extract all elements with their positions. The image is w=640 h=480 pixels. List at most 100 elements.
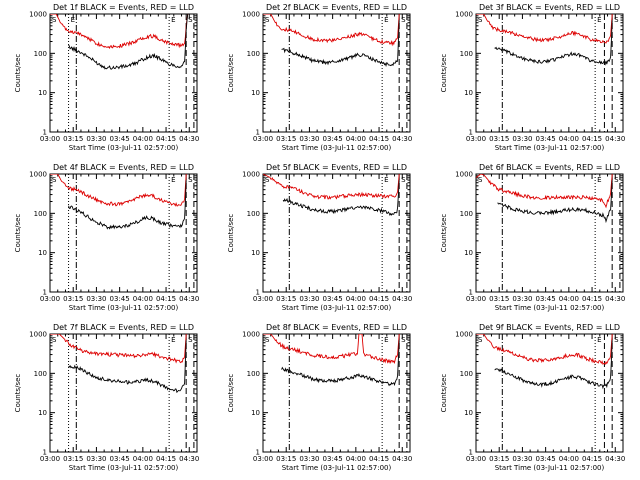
marker-label: E: [71, 16, 75, 24]
series-events-line: [68, 340, 187, 394]
x-tick-label: 03:15: [63, 135, 83, 143]
x-tick-label: 04:15: [369, 455, 389, 463]
panel-5: Det 5f BLACK = Events, RED = LLD 1 10 100 10…: [227, 163, 412, 312]
y-axis-label: Counts/sec: [14, 214, 22, 253]
y-tick-label: 1000: [455, 11, 473, 19]
x-tick-label: 04:30: [605, 295, 625, 303]
y-tick-label: 100: [34, 50, 47, 58]
x-tick-label: 04:00: [133, 455, 153, 463]
x-tick-label: 04:00: [346, 135, 366, 143]
marker-label: S: [52, 176, 57, 184]
marker-label: S: [478, 336, 483, 344]
x-tick-label: 03:00: [40, 135, 60, 143]
x-tick-label: 04:30: [179, 135, 199, 143]
y-tick-label: 100: [34, 370, 47, 378]
plot-frame: [49, 333, 198, 453]
y-tick-label: 10: [464, 409, 473, 417]
x-tick-label: 03:30: [512, 135, 532, 143]
x-tick-label: 03:15: [63, 455, 83, 463]
y-axis-label: Counts/sec: [227, 214, 235, 253]
y-tick-label: 1: [43, 289, 47, 297]
x-tick-label: 03:45: [536, 295, 556, 303]
x-tick-label: 03:00: [466, 295, 486, 303]
x-axis-label: Start Time (03-Jul-11 02:57:00): [69, 144, 179, 152]
y-tick-label: 1000: [29, 171, 47, 179]
x-axis-label: Start Time (03-Jul-11 02:57:00): [495, 464, 605, 472]
panel-title: Det 5f BLACK = Events, RED = LLD: [266, 163, 407, 172]
x-tick-label: 03:45: [110, 135, 130, 143]
plot-frame: [475, 13, 624, 133]
marker-label: S: [614, 176, 619, 184]
x-tick-label: 04:15: [156, 295, 176, 303]
x-tick-label: 04:15: [369, 135, 389, 143]
series-lld-line: [476, 174, 613, 209]
plot-frame: [262, 13, 411, 133]
x-tick-label: 04:00: [133, 295, 153, 303]
y-tick-label: 10: [251, 89, 260, 97]
x-axis-label: Start Time (03-Jul-11 02:57:00): [69, 464, 179, 472]
x-tick-label: 03:00: [40, 295, 60, 303]
x-tick-label: 03:15: [489, 295, 509, 303]
series-events-line: [281, 340, 400, 387]
series-events-line: [282, 180, 400, 217]
y-tick-label: 10: [251, 409, 260, 417]
x-tick-label: 03:30: [299, 295, 319, 303]
series-events-line: [494, 20, 613, 66]
x-tick-label: 03:30: [86, 135, 106, 143]
y-tick-label: 10: [464, 249, 473, 257]
y-tick-label: 100: [460, 50, 473, 58]
x-tick-label: 03:00: [253, 135, 273, 143]
y-tick-label: 100: [460, 370, 473, 378]
x-tick-label: 03:00: [40, 455, 60, 463]
marker-label: S: [265, 336, 270, 344]
y-tick-label: 1: [469, 129, 473, 137]
y-axis-label: Counts/sec: [227, 374, 235, 413]
x-tick-label: 03:15: [489, 455, 509, 463]
y-axis-label: Counts/sec: [14, 374, 22, 413]
series-lld-line: [50, 174, 187, 207]
marker-label: E: [171, 16, 175, 24]
marker-label: S: [614, 336, 619, 344]
y-tick-label: 1: [256, 289, 260, 297]
marker-label: E: [384, 336, 388, 344]
marker-label: S: [265, 16, 270, 24]
x-tick-label: 04:15: [582, 295, 602, 303]
x-tick-label: 04:15: [156, 135, 176, 143]
x-tick-label: 04:30: [605, 135, 625, 143]
panel-8: Det 8f BLACK = Events, RED = LLD 1 10 100 10…: [227, 323, 412, 472]
x-tick-label: 03:30: [86, 455, 106, 463]
y-tick-label: 1: [43, 129, 47, 137]
y-tick-label: 1000: [455, 331, 473, 339]
x-tick-label: 04:30: [179, 295, 199, 303]
x-tick-label: 03:45: [536, 455, 556, 463]
series-events-line: [68, 180, 187, 230]
y-tick-label: 100: [247, 210, 260, 218]
x-axis-label: Start Time (03-Jul-11 02:57:00): [282, 304, 392, 312]
marker-label: S: [401, 336, 406, 344]
y-axis-label: Counts/sec: [440, 374, 448, 413]
y-axis-label: Counts/sec: [440, 214, 448, 253]
y-tick-label: 100: [34, 210, 47, 218]
x-tick-label: 03:00: [253, 455, 273, 463]
series-lld-line: [50, 334, 187, 364]
panel-title: Det 7f BLACK = Events, RED = LLD: [53, 323, 194, 332]
x-tick-label: 03:30: [299, 455, 319, 463]
y-tick-label: 100: [247, 370, 260, 378]
x-tick-label: 04:00: [346, 295, 366, 303]
x-tick-label: 04:00: [559, 295, 579, 303]
panel-title: Det 2f BLACK = Events, RED = LLD: [266, 3, 407, 12]
panel-9: Det 9f BLACK = Events, RED = LLD 1 10 100 10…: [440, 323, 625, 472]
plot-frame: [475, 333, 624, 453]
plot-frame: [262, 173, 411, 293]
y-tick-label: 100: [247, 50, 260, 58]
y-axis-label: Counts/sec: [227, 54, 235, 93]
panel-title: Det 8f BLACK = Events, RED = LLD: [266, 323, 407, 332]
x-tick-label: 03:15: [63, 295, 83, 303]
marker-label: E: [171, 176, 175, 184]
panel-6: Det 6f BLACK = Events, RED = LLD 1 10 100 10…: [440, 163, 625, 312]
x-tick-label: 04:30: [179, 455, 199, 463]
x-tick-label: 03:45: [536, 135, 556, 143]
x-tick-label: 03:45: [110, 455, 130, 463]
marker-label: E: [384, 16, 388, 24]
